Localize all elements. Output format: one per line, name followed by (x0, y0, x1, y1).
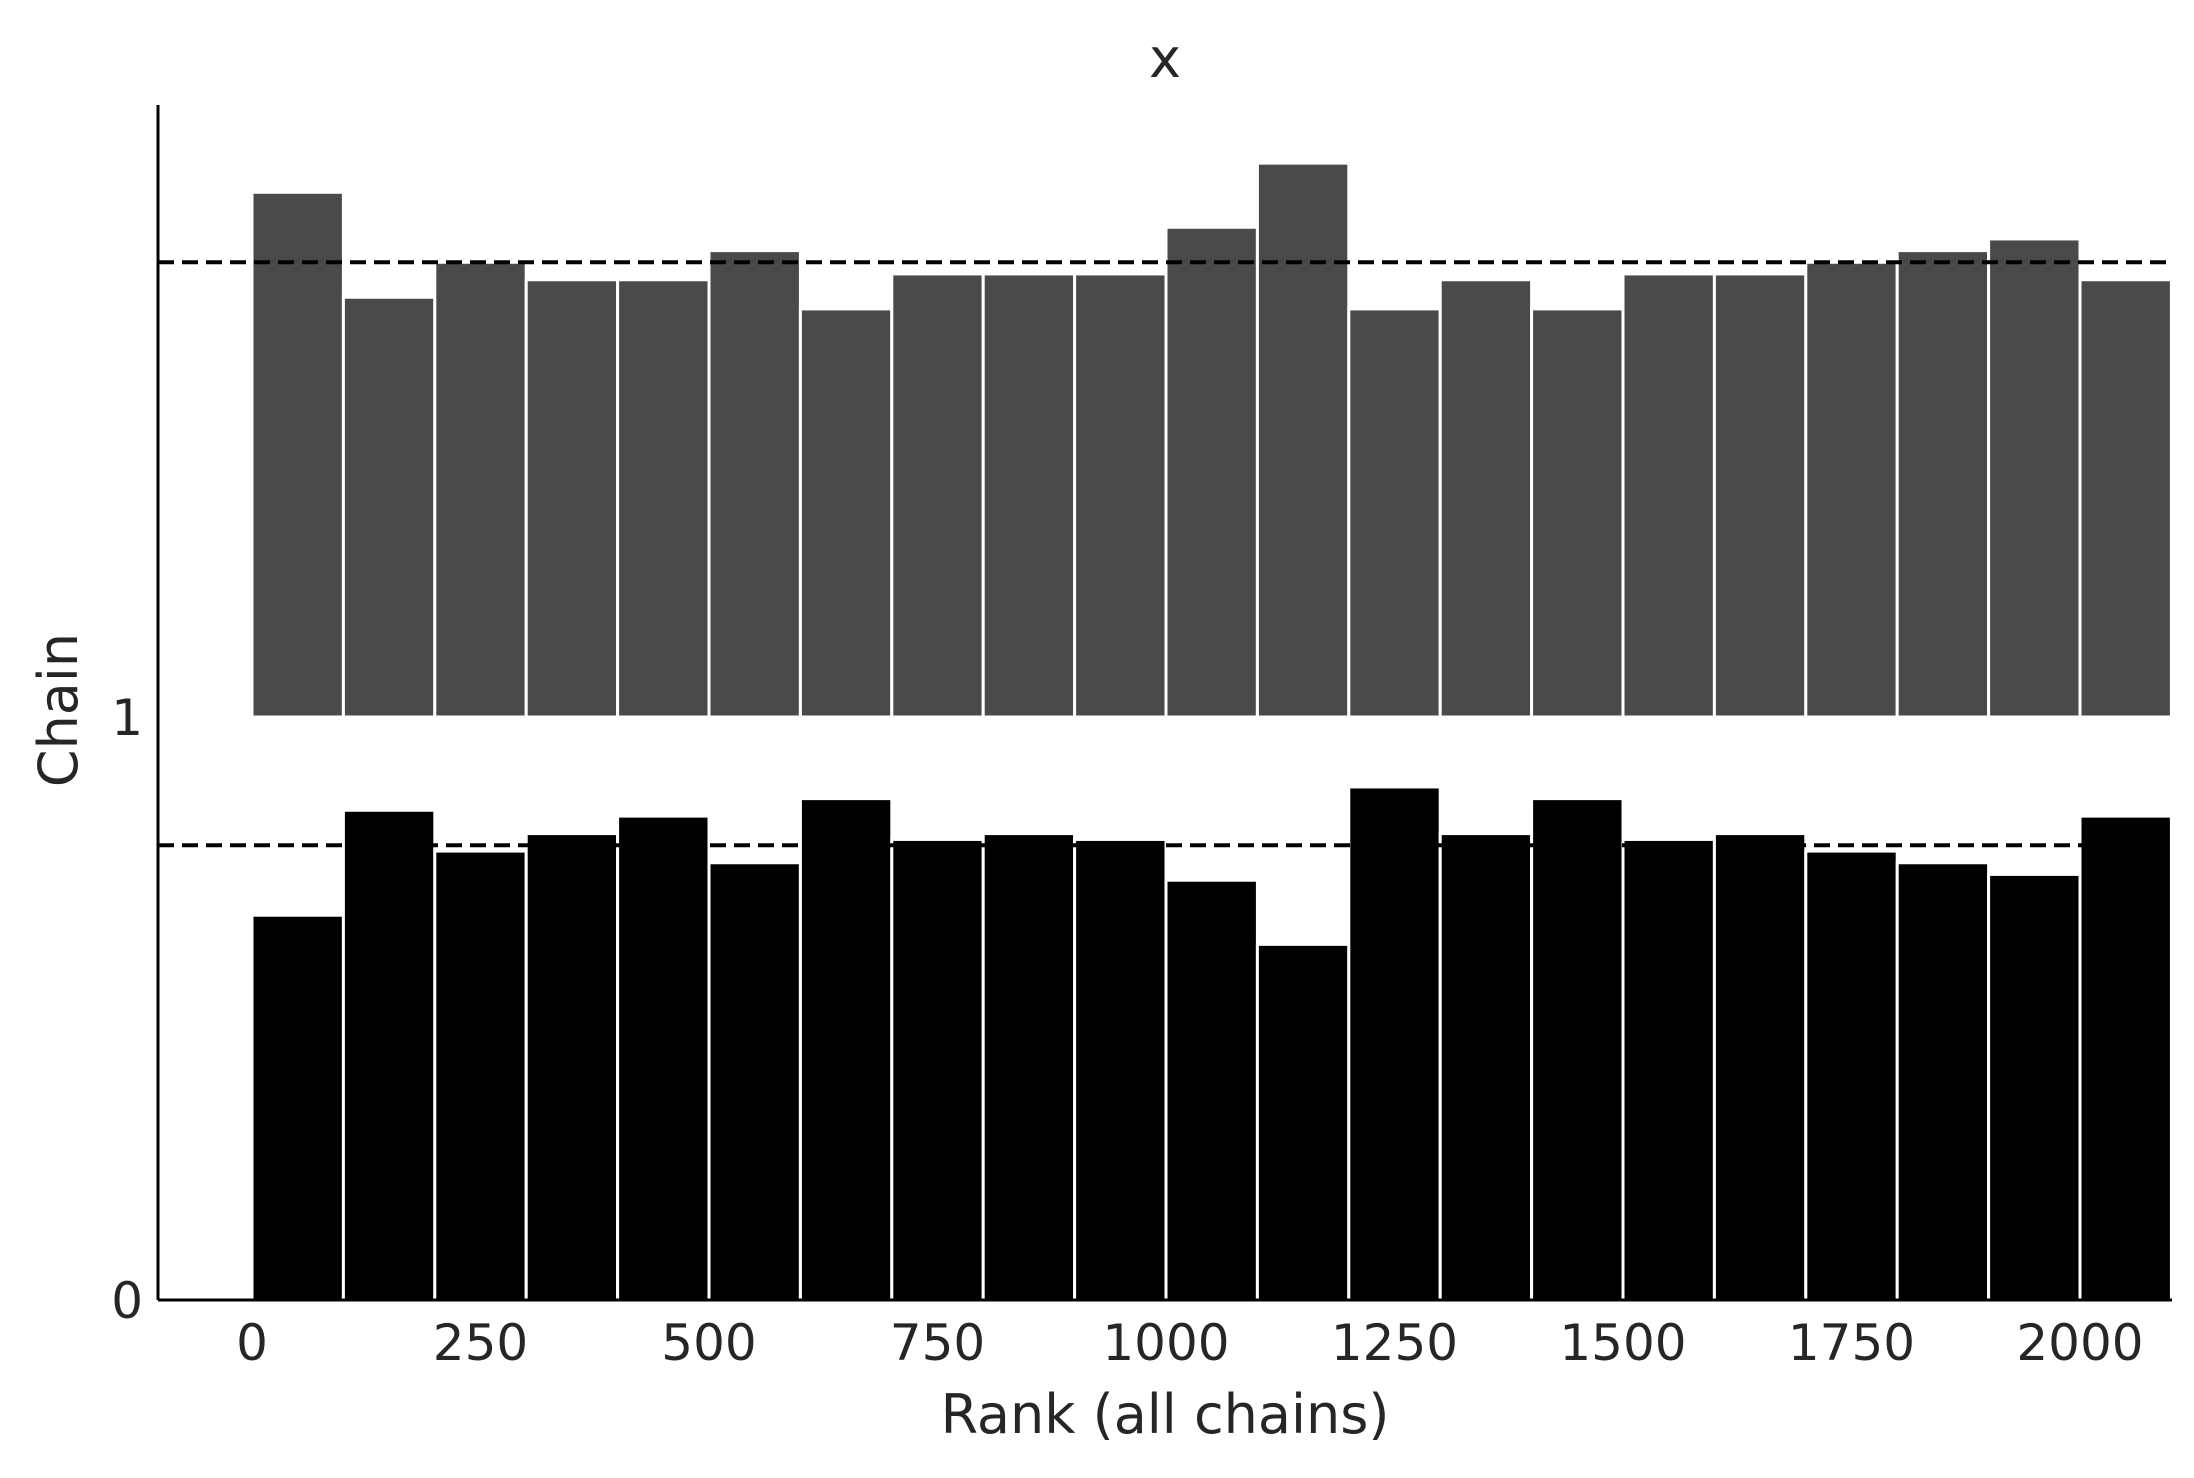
bar-chain1-bin16 (1712, 272, 1808, 719)
bar-chain1-bin17 (1804, 260, 1899, 719)
bars-layer (250, 161, 2173, 1302)
bar-chain0-bin4 (616, 814, 711, 1302)
bar-chain0-bin14 (1530, 797, 1625, 1302)
y-tick-label: 1 (111, 689, 143, 747)
bar-chain0-bin13 (1438, 832, 1534, 1302)
bar-chain1-bin13 (1438, 278, 1534, 719)
bar-chain0-bin11 (1255, 942, 1351, 1302)
bar-chain1-bin2 (433, 260, 528, 719)
bar-chain1-bin18 (1895, 249, 1991, 719)
x-tick-label: 250 (433, 1314, 528, 1372)
bar-chain0-bin10 (1164, 878, 1259, 1302)
bar-chain0-bin0 (250, 913, 345, 1302)
x-tick-label: 1000 (1102, 1314, 1229, 1372)
bar-chain1-bin7 (890, 272, 985, 719)
x-tick-label: 1250 (1331, 1314, 1458, 1372)
chart-title: x (1149, 27, 1181, 90)
bar-chain1-bin14 (1530, 307, 1625, 719)
bar-chain1-bin11 (1255, 161, 1351, 719)
bar-chain0-bin15 (1621, 837, 1716, 1302)
x-axis-label: Rank (all chains) (941, 1383, 1390, 1446)
bar-chain0-bin5 (707, 861, 802, 1302)
y-axis-label: Chain (27, 633, 90, 787)
bar-chain1-bin1 (341, 295, 437, 719)
x-tick-label: 500 (661, 1314, 756, 1372)
bar-chain1-bin4 (616, 278, 711, 719)
bar-chain1-bin10 (1164, 225, 1259, 719)
bar-chain0-bin12 (1347, 785, 1442, 1302)
x-tick-label: 1500 (1559, 1314, 1686, 1372)
x-tick-label: 750 (890, 1314, 985, 1372)
bar-chain1-bin6 (798, 307, 894, 719)
x-tick-label: 1750 (1788, 1314, 1915, 1372)
bar-chain1-bin0 (250, 190, 345, 719)
bar-chain0-bin20 (2078, 814, 2173, 1302)
y-tick-label: 0 (111, 1272, 143, 1330)
bar-chain0-bin3 (524, 832, 620, 1302)
bar-chain1-bin5 (707, 249, 802, 719)
bar-chain0-bin6 (798, 797, 894, 1302)
bar-chain0-bin19 (1987, 872, 2082, 1302)
bar-chain1-bin8 (981, 272, 1077, 719)
bar-chain0-bin9 (1073, 837, 1168, 1302)
bar-chain0-bin1 (341, 808, 437, 1302)
bar-chain0-bin7 (890, 837, 985, 1302)
bar-chain1-bin9 (1073, 272, 1168, 719)
bar-chain1-bin3 (524, 278, 620, 719)
bar-chain0-bin17 (1804, 849, 1899, 1302)
bar-chain1-bin20 (2078, 278, 2173, 719)
bar-chain1-bin19 (1987, 237, 2082, 719)
x-tick-label: 2000 (2016, 1314, 2143, 1372)
bar-chain1-bin15 (1621, 272, 1716, 719)
bar-chain1-bin12 (1347, 307, 1442, 719)
bar-chain0-bin8 (981, 832, 1077, 1302)
bar-chain0-bin16 (1712, 832, 1808, 1302)
bar-chain0-bin18 (1895, 861, 1991, 1302)
bar-chain0-bin2 (433, 849, 528, 1302)
ticks-layer: 0 250 500 750 1000 1250 1500 1750 2000 0 1 (111, 689, 2143, 1372)
x-tick-label: 0 (236, 1314, 268, 1372)
axes-layer (156, 105, 2172, 1302)
